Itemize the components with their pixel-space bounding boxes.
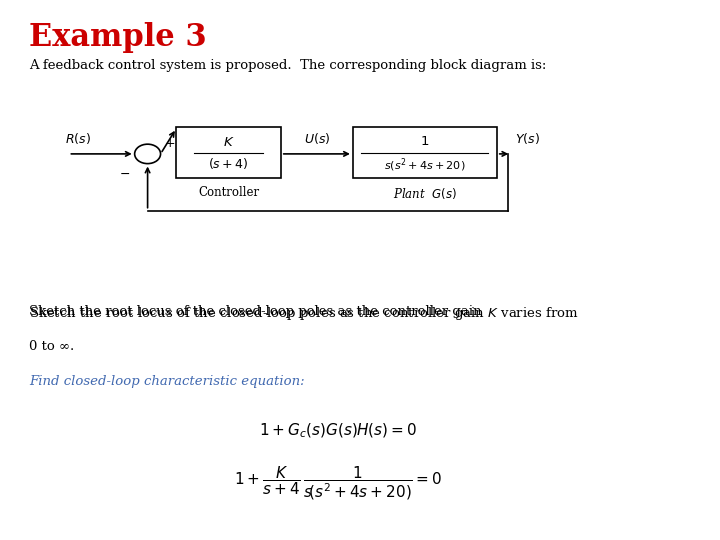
Text: Find closed-loop characteristic equation:: Find closed-loop characteristic equation… <box>29 375 305 388</box>
Text: $(s+4)$: $(s+4)$ <box>208 157 249 171</box>
Text: $K$: $K$ <box>222 136 235 149</box>
Text: $1 + G_c(s)G(s)H(s)=0$: $1 + G_c(s)G(s)H(s)=0$ <box>259 421 418 440</box>
Bar <box>176 127 281 178</box>
Text: $Y(s)$: $Y(s)$ <box>515 131 539 146</box>
Text: $-$: $-$ <box>119 167 130 180</box>
Text: +: + <box>164 137 175 150</box>
Text: A feedback control system is proposed.  The corresponding block diagram is:: A feedback control system is proposed. T… <box>29 59 546 72</box>
Text: $1$: $1$ <box>420 135 429 148</box>
Text: Example 3: Example 3 <box>29 22 207 52</box>
Text: 0 to ∞.: 0 to ∞. <box>29 340 74 353</box>
Text: Plant  $G(s)$: Plant $G(s)$ <box>393 186 456 201</box>
Text: $s(s^2+4s+20)$: $s(s^2+4s+20)$ <box>384 156 466 174</box>
Bar <box>353 127 497 178</box>
Text: Controller: Controller <box>198 186 259 199</box>
Text: $U(s)$: $U(s)$ <box>304 131 330 146</box>
Text: Sketch the root locus of the closed-loop poles as the controller gain: Sketch the root locus of the closed-loop… <box>29 305 485 318</box>
Text: $R(s)$: $R(s)$ <box>65 131 91 146</box>
Text: Sketch the root locus of the closed-loop poles as the controller gain $K$ varies: Sketch the root locus of the closed-loop… <box>29 305 579 322</box>
Text: $1+\dfrac{K}{s+4}\,\dfrac{1}{s\!\left(s^2+4s+20\right)}=0$: $1+\dfrac{K}{s+4}\,\dfrac{1}{s\!\left(s^… <box>234 464 443 502</box>
